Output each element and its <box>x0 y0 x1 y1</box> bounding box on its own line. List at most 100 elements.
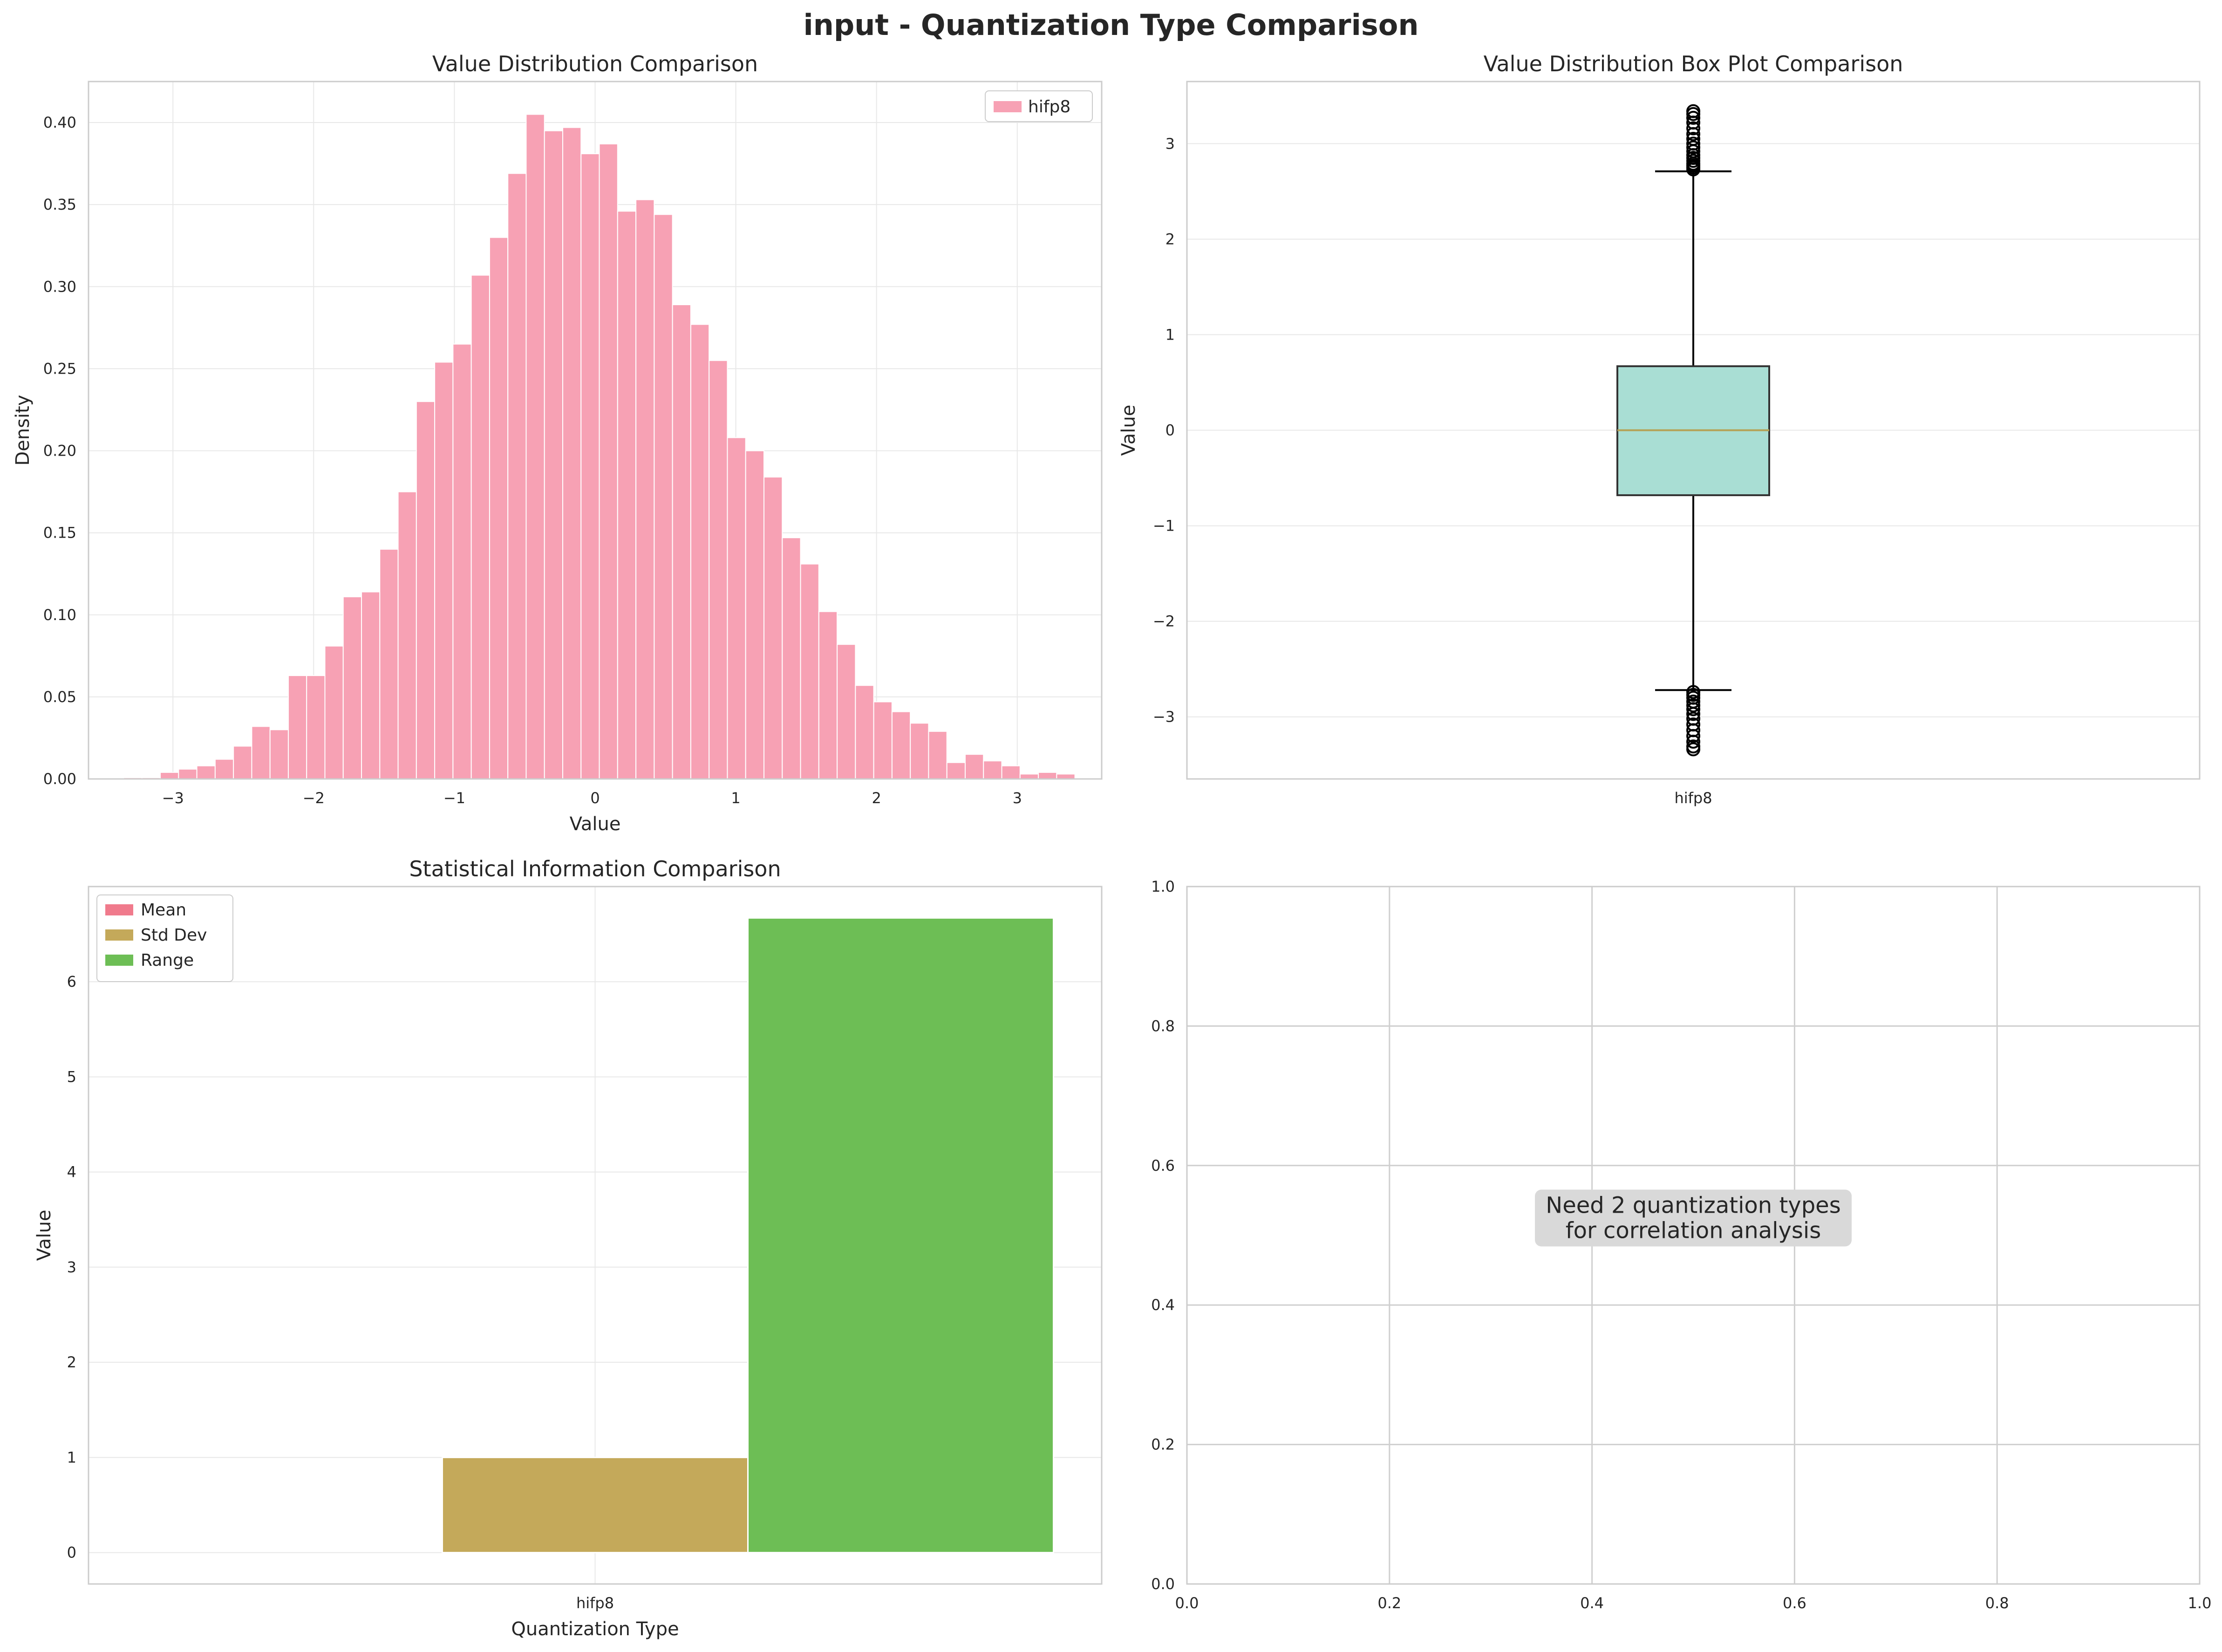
histogram-bar <box>525 114 545 780</box>
boxplot-y-label: Value <box>1118 405 1139 456</box>
boxplot-outlier <box>1686 140 1700 155</box>
histogram-x-label: Value <box>570 813 621 835</box>
histogram-bar <box>1019 773 1039 780</box>
boxplot-outlier <box>1686 137 1700 151</box>
histogram-bar <box>489 237 509 779</box>
histogram-bar <box>745 450 764 779</box>
histogram-bar <box>342 596 362 779</box>
histogram-bar <box>580 153 600 779</box>
histogram-bar <box>946 762 966 780</box>
histogram-bar <box>397 491 417 779</box>
correlation-x-tick-label: 0.6 <box>1783 1594 1806 1612</box>
boxplot-outlier <box>1686 110 1700 125</box>
histogram-bar <box>617 211 637 779</box>
histogram-title: Value Distribution Comparison <box>432 51 758 76</box>
boxplot-outlier <box>1686 132 1700 146</box>
histogram-bar <box>287 675 307 780</box>
stats-x-label: Quantization Type <box>511 1618 679 1640</box>
boxplot-y-tick-label: −1 <box>1153 517 1175 535</box>
boxplot-outlier <box>1686 121 1700 136</box>
histogram-bar <box>1056 773 1076 780</box>
histogram-x-tick-label: 0 <box>590 789 600 807</box>
correlation-x-tick-label: 0.4 <box>1580 1594 1604 1612</box>
stats-legend-swatch-range <box>105 955 133 966</box>
histogram-y-tick-label: 0.10 <box>43 606 76 624</box>
correlation-x-tick-label: 0.2 <box>1377 1594 1401 1612</box>
histogram-bar <box>361 591 381 780</box>
correlation-x-tick-label: 0.0 <box>1175 1594 1199 1612</box>
histogram-bar <box>891 711 911 779</box>
histogram-y-tick-label: 0.40 <box>43 114 76 131</box>
histogram-bar <box>306 675 326 780</box>
histogram-bar <box>233 745 252 780</box>
boxplot-y-tick-label: 1 <box>1166 326 1175 343</box>
stats-y-ticks: 0 1 2 3 4 5 6 <box>67 973 76 1561</box>
histogram-bar <box>416 401 436 779</box>
histogram-y-tick-label: 0.00 <box>43 770 76 788</box>
correlation-x-tick-label: 0.8 <box>1985 1594 2009 1612</box>
boxplot-y-tick-label: −2 <box>1153 613 1175 630</box>
stats-y-tick-label: 0 <box>67 1544 76 1562</box>
histogram-x-tick-label: −3 <box>162 789 184 807</box>
stats-x-tick-label: hifp8 <box>576 1594 614 1612</box>
histogram-bar <box>800 563 819 779</box>
histogram-x-tick-label: −2 <box>303 789 325 807</box>
histogram-bar <box>818 611 838 779</box>
correlation-y-tick-label: 0.0 <box>1151 1575 1175 1593</box>
correlation-note-box <box>1535 1189 1852 1247</box>
stats-legend-label-range: Range <box>141 951 194 970</box>
histogram-bar <box>690 324 710 779</box>
stats-x-ticks: hifp8 <box>576 1594 614 1612</box>
stats-legend-label-mean: Mean <box>141 901 186 920</box>
boxplot-outlier <box>1686 729 1700 743</box>
histogram-bar <box>470 274 490 779</box>
histogram-y-label: Density <box>12 395 34 465</box>
histogram-legend-swatch <box>994 101 1022 112</box>
correlation-note-line-1: Need 2 quantization types <box>1546 1193 1840 1219</box>
correlation-y-tick-label: 0.6 <box>1151 1157 1175 1174</box>
histogram-y-tick-label: 0.35 <box>43 196 76 213</box>
histogram-legend-label: hifp8 <box>1028 97 1070 116</box>
histogram-bar <box>1038 771 1057 780</box>
stats-y-tick-label: 4 <box>67 1163 76 1181</box>
histogram-bar <box>635 199 655 780</box>
histogram-y-tick-label: 0.15 <box>43 524 76 542</box>
boxplot-outlier <box>1686 698 1700 713</box>
stats-frame <box>88 886 1103 1585</box>
histogram-bar <box>379 548 399 780</box>
stats-y-tick-label: 1 <box>67 1448 76 1466</box>
correlation-y-tick-label: 0.2 <box>1151 1436 1175 1454</box>
stats-y-tick-label: 2 <box>67 1353 76 1371</box>
histogram-legend-box <box>985 90 1093 122</box>
histogram-bar <box>434 362 454 779</box>
stats-bar-range <box>747 917 1054 1554</box>
histogram-frame <box>88 81 1103 780</box>
histogram-bar <box>196 765 216 779</box>
boxplot-y-tick-label: 2 <box>1166 230 1175 248</box>
histogram-bar <box>654 214 673 780</box>
stats-legend-label-std-dev: Std Dev <box>141 926 207 945</box>
boxplot-y-tick-label: 3 <box>1166 135 1175 152</box>
stats-legend-swatch-std-dev <box>105 929 133 941</box>
correlation-frame <box>1186 886 2201 1585</box>
histogram-y-tick-label: 0.20 <box>43 442 76 460</box>
boxplot-x-ticks: hifp8 <box>1674 789 1712 807</box>
histogram-bar <box>672 304 691 779</box>
stats-bars <box>442 917 1054 1554</box>
boxplot-outlier <box>1686 104 1700 118</box>
histogram-bar <box>983 760 1002 780</box>
boxplot-y-ticks: −3 −2 −1 0 1 2 3 <box>1153 135 1175 725</box>
stats-bar-std-dev <box>442 1456 749 1554</box>
histogram-bar <box>324 645 344 780</box>
histogram-x-tick-label: 1 <box>731 789 740 807</box>
histogram-bars <box>123 114 1076 780</box>
stats-y-tick-label: 3 <box>67 1258 76 1276</box>
histogram-bar <box>544 130 564 780</box>
correlation-note: Need 2 quantization types for correlatio… <box>1535 1189 1852 1247</box>
correlation-x-tick-label: 1.0 <box>2188 1594 2212 1612</box>
histogram-bar <box>782 537 801 779</box>
correlation-y-tick-label: 1.0 <box>1151 878 1175 895</box>
histogram-legend: hifp8 <box>985 90 1093 122</box>
histogram-bar <box>928 730 947 780</box>
